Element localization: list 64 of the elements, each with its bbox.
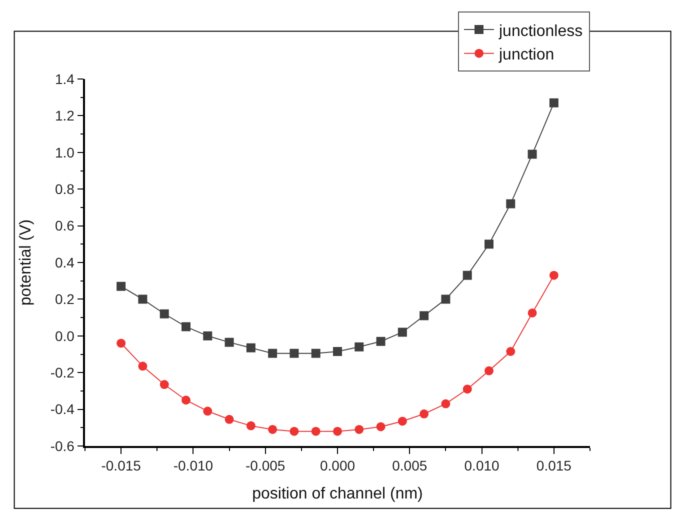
point [398, 328, 407, 337]
point [484, 366, 494, 376]
point [420, 311, 429, 320]
point [138, 294, 148, 304]
point [333, 426, 342, 436]
x-tick-label: 0.015 [536, 458, 572, 474]
y-tick-label: 1.2 [54, 108, 75, 124]
point [290, 348, 299, 358]
x-tick-label: 0.000 [320, 458, 356, 474]
y-tick-label: -0.4 [50, 401, 75, 418]
point [441, 399, 450, 408]
x-tick-label: -0.010 [173, 458, 214, 474]
x-axis-title: position of channel (nm) [252, 486, 423, 503]
point [160, 380, 169, 390]
y-tick-label: 0.6 [54, 218, 75, 234]
point [441, 294, 450, 304]
point [203, 331, 212, 340]
point [376, 336, 386, 346]
point [268, 348, 278, 358]
point [224, 414, 234, 424]
x-tick-label: 0.010 [464, 458, 500, 474]
point [268, 424, 278, 434]
x-tick-label: -0.015 [101, 458, 142, 474]
point [462, 270, 472, 280]
point [354, 342, 364, 352]
point [138, 362, 148, 371]
legend-label: junction [498, 46, 554, 64]
point [246, 343, 256, 352]
point [462, 384, 472, 394]
y-tick-label: 1.0 [54, 144, 75, 160]
point [311, 348, 320, 358]
point [203, 406, 212, 416]
point [420, 409, 429, 418]
point [506, 199, 516, 208]
point [484, 240, 494, 249]
y-axis-title: potential (V) [18, 219, 35, 306]
point [354, 424, 364, 434]
y-tick-label: -0.2 [50, 364, 75, 380]
point [116, 338, 126, 348]
point [311, 426, 320, 436]
point [398, 416, 407, 426]
point [549, 98, 558, 108]
point [376, 422, 386, 432]
point [182, 396, 190, 405]
point [506, 347, 516, 356]
x-tick-label: 0.005 [392, 458, 428, 474]
y-tick-label: 0.8 [54, 181, 75, 197]
point [246, 421, 256, 430]
point [224, 338, 234, 347]
legend-label: junctionless [498, 22, 583, 40]
point [290, 426, 299, 436]
y-tick-label: -0.6 [50, 438, 75, 454]
point [528, 308, 537, 318]
point [549, 270, 558, 280]
y-tick-label: 1.4 [54, 70, 75, 87]
y-tick-label: 0.4 [54, 254, 75, 270]
point [116, 282, 126, 291]
point [182, 322, 190, 332]
point [333, 347, 342, 356]
x-tick-label: -0.005 [246, 458, 286, 474]
point [160, 309, 169, 318]
y-tick-label: 0.0 [54, 328, 75, 344]
point [528, 150, 537, 159]
y-tick-label: 0.2 [54, 291, 75, 308]
